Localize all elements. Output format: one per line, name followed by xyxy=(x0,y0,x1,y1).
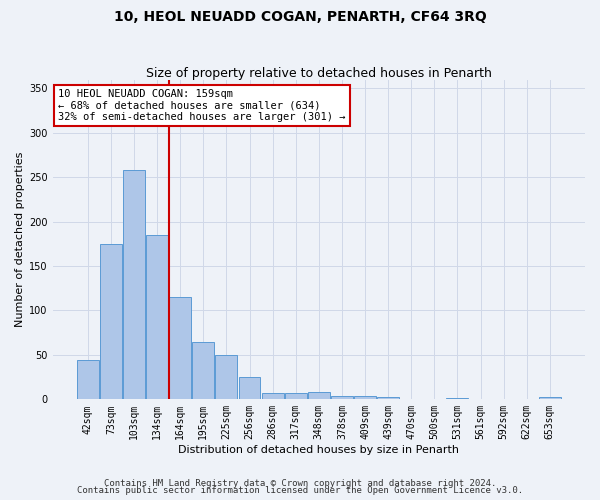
Bar xyxy=(377,396,399,400)
Bar xyxy=(285,393,307,400)
X-axis label: Distribution of detached houses by size in Penarth: Distribution of detached houses by size … xyxy=(178,445,460,455)
Bar xyxy=(77,360,99,400)
Text: 10, HEOL NEUADD COGAN, PENARTH, CF64 3RQ: 10, HEOL NEUADD COGAN, PENARTH, CF64 3RQ xyxy=(113,10,487,24)
Bar xyxy=(146,235,168,400)
Bar xyxy=(354,396,376,400)
Bar xyxy=(215,355,238,400)
Bar xyxy=(100,244,122,400)
Bar xyxy=(539,396,561,400)
Text: 10 HEOL NEUADD COGAN: 159sqm
← 68% of detached houses are smaller (634)
32% of s: 10 HEOL NEUADD COGAN: 159sqm ← 68% of de… xyxy=(58,89,346,122)
Bar xyxy=(169,297,191,400)
Title: Size of property relative to detached houses in Penarth: Size of property relative to detached ho… xyxy=(146,66,492,80)
Bar xyxy=(123,170,145,400)
Text: Contains public sector information licensed under the Open Government Licence v3: Contains public sector information licen… xyxy=(77,486,523,495)
Bar xyxy=(193,342,214,400)
Bar xyxy=(262,393,284,400)
Text: Contains HM Land Registry data © Crown copyright and database right 2024.: Contains HM Land Registry data © Crown c… xyxy=(104,478,496,488)
Bar xyxy=(239,377,260,400)
Bar xyxy=(446,398,469,400)
Bar xyxy=(308,392,330,400)
Y-axis label: Number of detached properties: Number of detached properties xyxy=(15,152,25,327)
Bar xyxy=(331,396,353,400)
